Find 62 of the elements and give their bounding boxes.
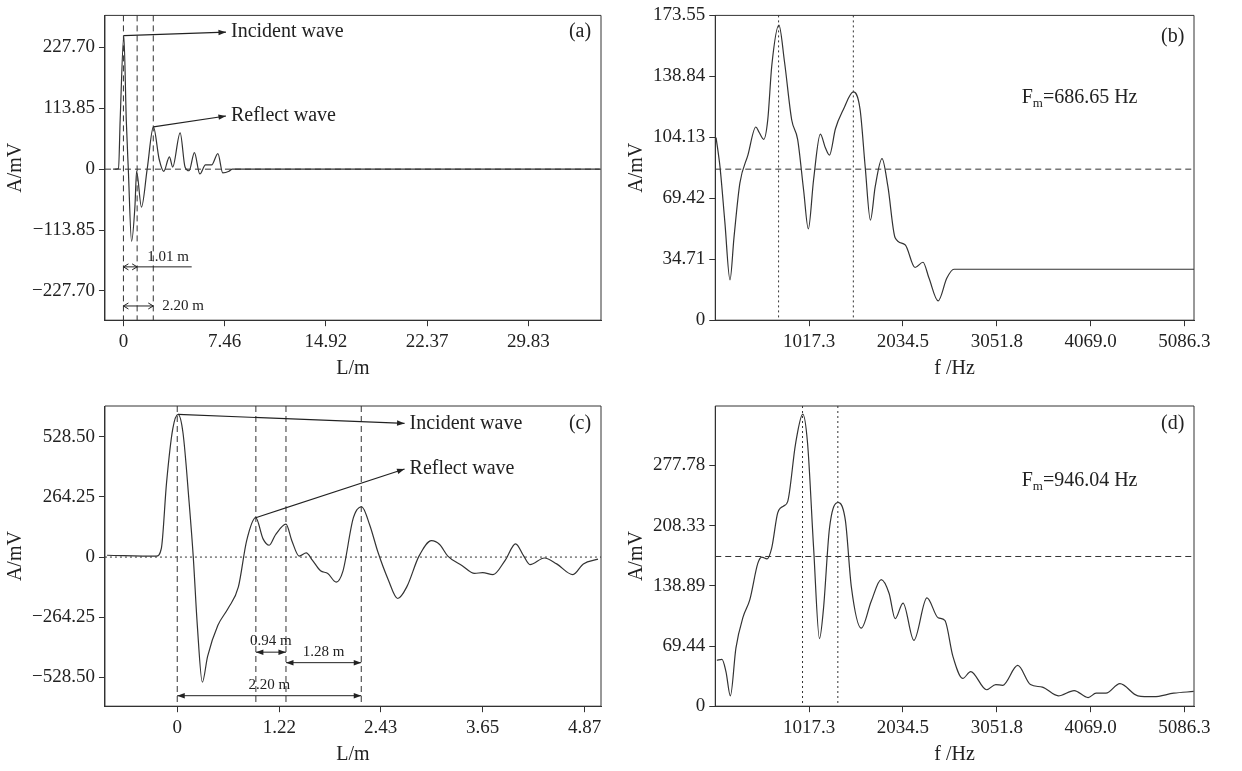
x-tick-label: 0 <box>118 329 129 351</box>
y-tick-label: 0 <box>695 308 706 330</box>
x-tick-label: 14.92 <box>304 329 348 351</box>
y-tick-label: 264.25 <box>42 484 95 506</box>
x-tick-label: 2034.5 <box>876 329 930 351</box>
y-tick-label: 138.89 <box>653 573 706 595</box>
x-tick-label: 1017.3 <box>782 329 836 351</box>
x-tick-label: 5086.3 <box>1158 329 1211 351</box>
y-tick-label: 104.13 <box>653 125 706 147</box>
annotation: Reflect wave <box>409 456 515 479</box>
y-axis-title: A/mV <box>624 530 647 582</box>
x-axis-title: f /Hz <box>934 356 976 379</box>
y-tick-label: 34.71 <box>662 247 706 269</box>
x-tick-label: 3051.8 <box>970 329 1023 351</box>
y-tick-label: 277.78 <box>653 453 706 475</box>
y-tick-label: 173.55 <box>653 3 706 25</box>
x-tick-label: 5086.3 <box>1158 715 1211 737</box>
x-tick-label: 4069.0 <box>1064 715 1117 737</box>
x-tick-label: 1017.3 <box>782 715 836 737</box>
y-tick-label: 113.85 <box>43 96 95 118</box>
y-tick-label: 0 <box>695 694 706 716</box>
x-axis-title: f /Hz <box>934 742 976 765</box>
y-axis-title: A/mV <box>624 142 647 193</box>
x-axis-title: L/m <box>336 742 371 765</box>
y-tick-label: 0 <box>85 157 95 179</box>
y-tick-label: 138.84 <box>653 64 706 86</box>
x-tick-label: 2034.5 <box>876 715 930 737</box>
annotation: 0.94 m <box>250 632 293 649</box>
y-tick-label: 528.50 <box>42 424 95 446</box>
x-tick-label: 0 <box>172 715 182 737</box>
y-tick-label: −113.85 <box>32 217 95 239</box>
y-tick-label: −227.70 <box>32 278 95 300</box>
y-tick-label: 208.33 <box>653 513 706 535</box>
x-tick-label: 4.87 <box>567 715 602 737</box>
y-tick-label: 69.42 <box>662 186 706 208</box>
y-tick-label: 69.44 <box>662 633 706 655</box>
annotation: 1.28 m <box>302 642 345 659</box>
y-tick-label: −264.25 <box>32 605 95 627</box>
annotation: (c) <box>568 410 592 434</box>
annotation: Incident wave <box>409 410 523 433</box>
x-tick-label: 7.46 <box>208 329 242 351</box>
x-tick-label: 3051.8 <box>970 715 1023 737</box>
y-axis-title: A/mV <box>3 530 26 582</box>
y-tick-label: 227.70 <box>42 35 95 57</box>
x-tick-label: 22.37 <box>405 329 449 351</box>
annotation: (a) <box>568 19 592 43</box>
x-tick-label: 29.83 <box>506 329 550 351</box>
annotation: (b) <box>1161 23 1185 47</box>
annotation: Incident wave <box>230 19 344 42</box>
x-tick-label: 4069.0 <box>1064 329 1117 351</box>
x-tick-label: 1.22 <box>262 715 296 737</box>
x-axis-title: L/m <box>336 356 371 379</box>
x-tick-label: 2.43 <box>363 715 398 737</box>
annotation: 2.20 m <box>248 675 291 692</box>
y-tick-label: 0 <box>85 545 95 567</box>
x-tick-label: 3.65 <box>465 715 500 737</box>
annotation: 1.01 m <box>147 247 190 264</box>
y-tick-label: −528.50 <box>32 665 95 687</box>
annotation: (d) <box>1161 411 1185 435</box>
y-axis-title: A/mV <box>3 142 26 193</box>
annotation: Reflect wave <box>230 103 337 126</box>
annotation: 2.20 m <box>162 296 205 313</box>
